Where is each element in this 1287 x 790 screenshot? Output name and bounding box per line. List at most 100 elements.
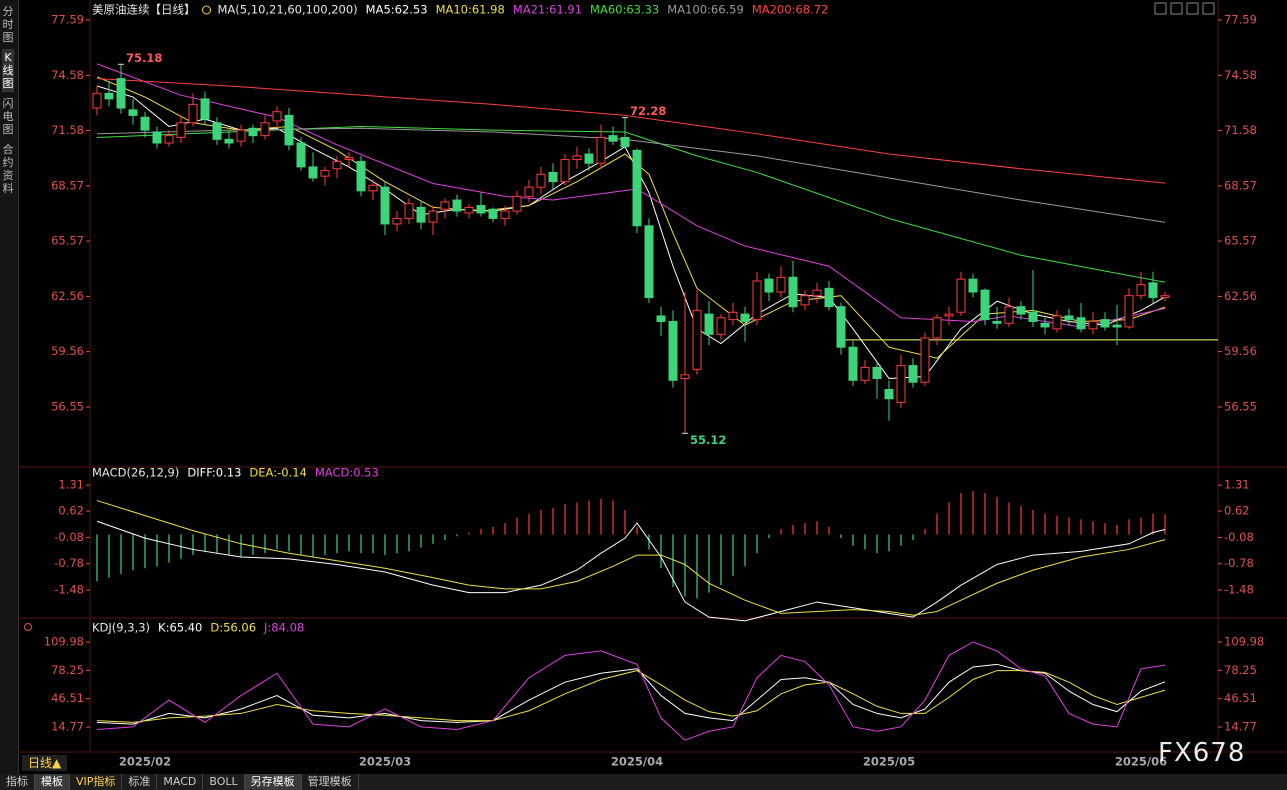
y-tick-label-right: 59.56 bbox=[1224, 344, 1257, 358]
candle-body bbox=[776, 276, 786, 293]
y-tick-label-right: -0.08 bbox=[1224, 530, 1254, 544]
toolbar-icons[interactable] bbox=[1154, 2, 1215, 15]
candle-body bbox=[92, 92, 102, 109]
y-tick-label-right: 56.55 bbox=[1224, 399, 1257, 413]
ma-line bbox=[96, 63, 1166, 328]
candle-body bbox=[692, 309, 702, 370]
candle-body bbox=[1148, 282, 1158, 299]
candle-body bbox=[632, 149, 642, 227]
y-tick-label: 1.31 bbox=[58, 478, 84, 492]
candle-body bbox=[1064, 315, 1074, 321]
side-tab[interactable]: K线图 bbox=[2, 49, 14, 92]
tab[interactable]: BOLL bbox=[203, 774, 245, 790]
chart: 77.59 77.59 74.58 74.58 71.58 71.58 68.57 68.57… bbox=[18, 0, 1287, 769]
candle-body bbox=[1052, 315, 1062, 330]
candle-body bbox=[704, 313, 714, 335]
y-tick-label: 46.51 bbox=[51, 691, 84, 705]
tab[interactable]: 另存模板 bbox=[244, 774, 302, 790]
x-tick-label: 2025/06 bbox=[1115, 755, 1167, 769]
legend-entry: DIFF:0.13 bbox=[187, 466, 241, 480]
tab[interactable]: VIP指标 bbox=[70, 774, 123, 790]
tab-bar: 指标 模板 VIP指标 标准 MACD BOLL 另存模板 管理模板 bbox=[0, 774, 1287, 790]
candle-body bbox=[116, 78, 126, 109]
candle-body bbox=[656, 315, 666, 322]
tab[interactable]: 标准 bbox=[122, 774, 158, 790]
candle-body bbox=[596, 136, 606, 164]
candle-body bbox=[752, 280, 762, 321]
x-tick-label: 2025/05 bbox=[863, 755, 915, 769]
tab[interactable]: 管理模板 bbox=[302, 774, 359, 790]
y-tick-label: 0.62 bbox=[58, 504, 84, 518]
candle-body bbox=[500, 210, 510, 219]
period-button[interactable]: 日线▲ bbox=[22, 755, 68, 771]
candle-body bbox=[680, 374, 690, 379]
annotation: 72.28 bbox=[630, 104, 666, 118]
candle-body bbox=[860, 366, 870, 381]
legend-entry: MA21:61.91 bbox=[513, 3, 582, 17]
candle-body bbox=[1004, 306, 1014, 324]
candle-body bbox=[968, 278, 978, 293]
y-tick-label: 71.58 bbox=[51, 123, 84, 137]
candle-body bbox=[1136, 284, 1146, 297]
candle-body bbox=[716, 317, 726, 335]
candle-body bbox=[992, 320, 1002, 324]
candle-body bbox=[836, 306, 846, 348]
candle-body bbox=[104, 92, 114, 100]
side-tab[interactable]: 合约资料 bbox=[2, 143, 14, 195]
candle-body bbox=[332, 160, 342, 170]
y-tick-label-right: 74.58 bbox=[1224, 68, 1257, 82]
candle-body bbox=[740, 313, 750, 322]
candle-body bbox=[392, 217, 402, 225]
candle-body bbox=[368, 184, 378, 192]
candle-body bbox=[1040, 322, 1050, 328]
y-tick-label: 56.55 bbox=[51, 399, 84, 413]
candle-body bbox=[956, 278, 966, 313]
side-tab[interactable]: 闪电图 bbox=[2, 97, 14, 136]
y-tick-label-right: 68.57 bbox=[1224, 178, 1257, 192]
y-tick-label-right: -0.78 bbox=[1224, 556, 1254, 570]
annotation: 75.18 bbox=[126, 51, 162, 65]
candle-body bbox=[488, 208, 498, 219]
kdj-line bbox=[96, 641, 1166, 741]
candle-body bbox=[524, 186, 534, 197]
candle-body bbox=[236, 129, 246, 142]
kdj-line bbox=[96, 670, 1166, 723]
panel-title: KDJ(9,3,3) bbox=[92, 621, 150, 635]
settings-icon bbox=[202, 5, 211, 15]
y-tick-label: 78.25 bbox=[51, 663, 84, 677]
y-tick-label: 77.59 bbox=[51, 12, 84, 26]
y-tick-label-right: 14.77 bbox=[1224, 720, 1257, 734]
y-tick-label-right: 71.58 bbox=[1224, 123, 1257, 137]
candle-body bbox=[284, 114, 294, 146]
tab[interactable]: 模板 bbox=[35, 774, 70, 790]
y-tick-label-right: 65.57 bbox=[1224, 234, 1257, 248]
candle-body bbox=[512, 195, 522, 212]
candle-body bbox=[248, 127, 258, 137]
legend-entry: MA10:61.98 bbox=[436, 3, 505, 17]
kdj-icon bbox=[24, 623, 32, 631]
side-tab[interactable]: 分时图 bbox=[2, 5, 14, 44]
annotation: 55.12 bbox=[690, 433, 726, 447]
y-tick-label-right: 78.25 bbox=[1224, 663, 1257, 677]
candle-body bbox=[1160, 295, 1170, 299]
panel-subtitle: MA(5,10,21,60,100,200) bbox=[218, 3, 358, 17]
tab[interactable]: 指标 bbox=[0, 774, 35, 790]
sidebar: 分时图 K线图 闪电图 合约资料 bbox=[0, 0, 19, 774]
candle-body bbox=[416, 206, 426, 223]
y-tick-label: 59.56 bbox=[51, 344, 84, 358]
y-tick-label-right: 1.31 bbox=[1224, 478, 1250, 492]
legend-entry: MA5:62.53 bbox=[366, 3, 428, 17]
y-tick-label: 109.98 bbox=[44, 635, 84, 649]
candle-body bbox=[1028, 311, 1038, 322]
y-tick-label: 65.57 bbox=[51, 234, 84, 248]
candle-body bbox=[572, 155, 582, 161]
candle-body bbox=[296, 142, 306, 168]
candle-body bbox=[1088, 320, 1098, 330]
candle-body bbox=[788, 276, 798, 308]
candle-body bbox=[128, 109, 138, 116]
candle-body bbox=[884, 389, 894, 400]
candle-body bbox=[452, 199, 462, 212]
candle-body bbox=[584, 153, 594, 164]
candle-body bbox=[272, 111, 282, 122]
tab[interactable]: MACD bbox=[157, 774, 204, 790]
